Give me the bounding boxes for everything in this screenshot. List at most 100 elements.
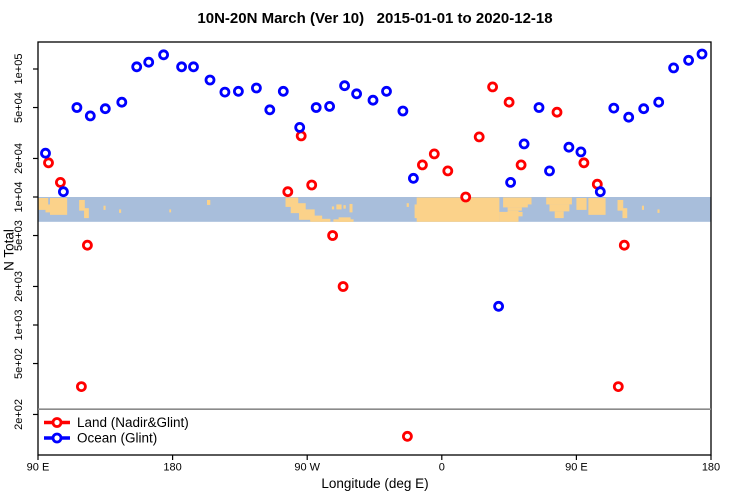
y-axis-tick-label: 1e+03 [13, 310, 25, 341]
map-band-land [518, 211, 523, 217]
data-point-ocean [544, 165, 555, 177]
data-point-land [416, 159, 428, 171]
data-point-ocean [264, 104, 276, 116]
map-band-land [503, 197, 528, 208]
map-band-land [588, 197, 606, 215]
data-point-ocean [594, 186, 606, 198]
x-axis-tick-label: 90 E [565, 462, 588, 474]
map-band-land [290, 203, 306, 214]
data-point-land [282, 186, 294, 198]
data-point-ocean [623, 111, 635, 123]
legend-label: Ocean (Glint) [77, 431, 157, 446]
x-axis-tick-label: 90 E [27, 462, 50, 474]
map-band-land [414, 204, 418, 219]
map-band-land [84, 208, 89, 219]
data-point-ocean [608, 102, 620, 114]
map-band-land [285, 197, 299, 207]
y-axis-tick-label: 5e+03 [13, 220, 25, 251]
data-point-land [442, 165, 454, 177]
data-point-land [295, 130, 307, 142]
x-axis-tick-label: 180 [163, 462, 181, 474]
map-band-land [641, 205, 644, 210]
map-band-land [169, 209, 172, 213]
data-point-land [428, 148, 440, 160]
data-point-ocean [407, 172, 419, 184]
data-point-ocean [176, 61, 188, 73]
data-point-ocean [351, 88, 363, 100]
map-band-land [331, 206, 335, 210]
data-point-ocean [339, 80, 351, 92]
map-band-land [103, 205, 106, 210]
data-point-ocean [158, 49, 170, 61]
map-band-land [310, 215, 323, 222]
data-point-land [327, 230, 339, 241]
data-point-ocean [696, 48, 708, 60]
map-band-land [546, 197, 572, 205]
map-band-land [617, 199, 624, 211]
data-point-land [487, 81, 499, 93]
map-band-land [622, 208, 628, 219]
data-point-ocean [58, 186, 69, 198]
data-point-ocean [71, 102, 83, 113]
data-point-ocean [518, 138, 530, 150]
data-point-land [618, 239, 630, 251]
y-axis-tick-label: 1e+05 [13, 54, 25, 85]
y-axis-tick-label: 2e+02 [13, 399, 25, 430]
data-point-ocean [219, 86, 231, 98]
data-point-ocean [294, 122, 306, 133]
map-band-land [206, 199, 211, 205]
x-axis-label: Longitude (deg E) [321, 476, 429, 491]
data-point-ocean [99, 103, 111, 115]
data-point-land [515, 159, 527, 171]
data-point-ocean [397, 105, 409, 117]
x-axis-tick-label: 180 [702, 462, 720, 474]
map-band-land [549, 204, 570, 212]
map-band-land [657, 209, 660, 213]
data-point-land [612, 381, 624, 393]
data-point-ocean [575, 146, 587, 158]
y-axis-tick-label: 2e+04 [13, 143, 25, 174]
map-band-land [79, 199, 85, 211]
data-point-ocean [143, 56, 155, 68]
map-band-land [406, 203, 409, 207]
data-point-ocean [367, 94, 379, 106]
data-point-land [503, 96, 515, 108]
map-band-land [507, 207, 522, 211]
map-band-land [336, 204, 342, 210]
data-point-ocean [324, 101, 336, 112]
map-band-land [49, 197, 68, 215]
data-point-land [460, 191, 472, 203]
data-point-ocean [84, 110, 96, 122]
data-point-land [578, 157, 590, 169]
data-point-land [401, 430, 413, 442]
map-band-land [499, 211, 509, 222]
data-point-ocean [563, 141, 575, 153]
y-axis-tick-label: 2e+03 [13, 271, 25, 302]
data-point-ocean [40, 147, 51, 159]
data-point-land [43, 157, 54, 169]
data-point-ocean [204, 74, 216, 86]
data-point-ocean [250, 82, 262, 94]
data-point-land [551, 106, 563, 118]
data-point-land [337, 281, 349, 292]
data-point-ocean [493, 300, 505, 312]
map-band-land [338, 217, 351, 222]
data-point-land [82, 239, 93, 251]
map-band-land [38, 197, 49, 210]
data-point-land [76, 381, 87, 393]
data-point-ocean [277, 85, 289, 97]
map-band-land [343, 205, 346, 209]
legend-marker [51, 417, 63, 428]
data-point-ocean [653, 96, 665, 108]
y-axis-tick-label: 5e+02 [13, 348, 25, 379]
map-band-land [525, 197, 532, 205]
x-axis-tick-label: 0 [439, 462, 445, 474]
map-band-land [119, 209, 122, 213]
data-point-ocean [232, 85, 244, 97]
data-point-ocean [505, 176, 517, 188]
x-axis-tick-label: 90 W [294, 462, 320, 474]
data-point-land [55, 176, 66, 188]
map-band-land [554, 211, 564, 219]
